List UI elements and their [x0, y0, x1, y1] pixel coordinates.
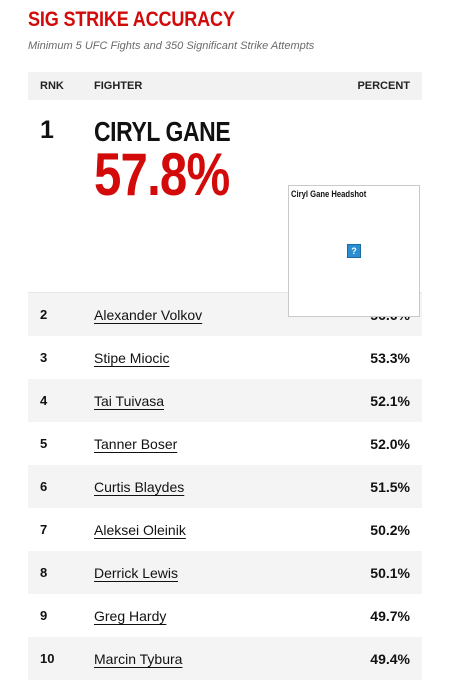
- leader-name[interactable]: CIRYL GANE: [94, 116, 231, 147]
- fighter-link[interactable]: Marcin Tybura: [94, 650, 183, 667]
- headshot-alt-text: Ciryl Gane Headshot: [291, 189, 367, 199]
- table-header: RNK FIGHTER PERCENT: [28, 72, 422, 100]
- row-fighter-cell: Marcin Tybura: [94, 651, 342, 667]
- leader-headshot-image: Ciryl Gane Headshot ?: [288, 185, 420, 317]
- table-row: 10 Marcin Tybura 49.4%: [28, 637, 422, 680]
- row-percent: 50.2%: [370, 521, 410, 538]
- row-rank: 6: [40, 479, 48, 494]
- row-fighter-cell: Aleksei Oleinik: [94, 522, 342, 538]
- table-row: 8 Derrick Lewis 50.1%: [28, 551, 422, 594]
- broken-image-icon: ?: [347, 244, 361, 258]
- row-percent: 49.4%: [370, 650, 410, 667]
- fighter-link[interactable]: Tanner Boser: [94, 435, 178, 452]
- leader-row: 1 CIRYL GANE 57.8% Ciryl Gane Headshot ?: [28, 100, 422, 317]
- row-rank: 3: [40, 350, 48, 365]
- page-title: SIG STRIKE ACCURACY: [28, 8, 235, 31]
- fighter-link[interactable]: Tai Tuivasa: [94, 392, 165, 409]
- row-fighter-cell: Curtis Blaydes: [94, 479, 342, 495]
- row-fighter-cell: Alexander Volkov: [94, 307, 342, 323]
- header-rank: RNK: [40, 80, 64, 92]
- table-row: 4 Tai Tuivasa 52.1%: [28, 379, 422, 422]
- table-row: 7 Aleksei Oleinik 50.2%: [28, 508, 422, 551]
- row-rank: 5: [40, 436, 48, 451]
- fighter-link[interactable]: Stipe Miocic: [94, 349, 170, 366]
- leader-rank: 1: [40, 116, 54, 144]
- row-fighter-cell: Tanner Boser: [94, 436, 342, 452]
- table-row: 5 Tanner Boser 52.0%: [28, 422, 422, 465]
- header-fighter: FIGHTER: [94, 80, 143, 92]
- row-rank: 9: [40, 608, 48, 623]
- table-row: 9 Greg Hardy 49.7%: [28, 594, 422, 637]
- row-fighter-cell: Derrick Lewis: [94, 565, 342, 581]
- row-percent: 50.1%: [370, 564, 410, 581]
- row-percent: 52.1%: [370, 392, 410, 409]
- row-rank: 2: [40, 307, 48, 322]
- header-percent: PERCENT: [357, 80, 410, 92]
- table-row: 6 Curtis Blaydes 51.5%: [28, 465, 422, 508]
- fighter-link[interactable]: Aleksei Oleinik: [94, 521, 186, 538]
- row-rank: 7: [40, 522, 48, 537]
- leaderboard-table: RNK FIGHTER PERCENT 1 CIRYL GANE 57.8% C…: [28, 72, 422, 680]
- row-rank: 8: [40, 565, 48, 580]
- fighter-link[interactable]: Greg Hardy: [94, 607, 167, 624]
- row-rank: 4: [40, 393, 48, 408]
- page-subtitle: Minimum 5 UFC Fights and 350 Significant…: [28, 40, 315, 52]
- row-percent: 53.3%: [370, 349, 410, 366]
- fighter-link[interactable]: Alexander Volkov: [94, 306, 203, 323]
- row-percent: 49.7%: [370, 607, 410, 624]
- row-fighter-cell: Tai Tuivasa: [94, 393, 342, 409]
- row-rank: 10: [40, 651, 55, 666]
- row-percent: 52.0%: [370, 435, 410, 452]
- fighter-link[interactable]: Derrick Lewis: [94, 564, 179, 581]
- fighter-link[interactable]: Curtis Blaydes: [94, 478, 185, 495]
- row-fighter-cell: Greg Hardy: [94, 608, 342, 624]
- table-row: 3 Stipe Miocic 53.3%: [28, 336, 422, 379]
- row-percent: 51.5%: [370, 478, 410, 495]
- leader-percent: 57.8%: [94, 141, 230, 208]
- row-fighter-cell: Stipe Miocic: [94, 350, 342, 366]
